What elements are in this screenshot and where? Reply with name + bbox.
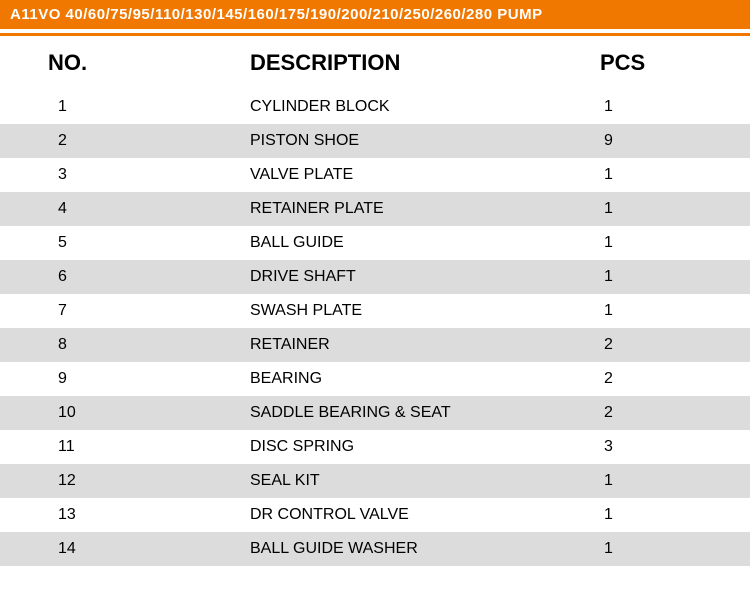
table-header-row: NO. DESCRIPTION PCS: [0, 36, 750, 90]
cell-pcs: 3: [600, 430, 750, 464]
cell-no: 4: [0, 192, 250, 226]
cell-description: BALL GUIDE WASHER: [250, 532, 600, 566]
cell-description: RETAINER: [250, 328, 600, 362]
table-row: 14BALL GUIDE WASHER1: [0, 532, 750, 566]
cell-no: 8: [0, 328, 250, 362]
cell-description: SADDLE BEARING & SEAT: [250, 396, 600, 430]
cell-description: CYLINDER BLOCK: [250, 90, 600, 124]
table-row: 10SADDLE BEARING & SEAT2: [0, 396, 750, 430]
cell-no: 14: [0, 532, 250, 566]
cell-no: 12: [0, 464, 250, 498]
cell-pcs: 1: [600, 294, 750, 328]
cell-no: 13: [0, 498, 250, 532]
title-underline: [0, 33, 750, 36]
cell-pcs: 1: [600, 464, 750, 498]
table-row: 13DR CONTROL VALVE1: [0, 498, 750, 532]
cell-pcs: 9: [600, 124, 750, 158]
cell-description: DRIVE SHAFT: [250, 260, 600, 294]
table-row: 6DRIVE SHAFT1: [0, 260, 750, 294]
cell-description: SWASH PLATE: [250, 294, 600, 328]
cell-no: 6: [0, 260, 250, 294]
cell-no: 1: [0, 90, 250, 124]
cell-pcs: 1: [600, 226, 750, 260]
cell-description: RETAINER PLATE: [250, 192, 600, 226]
cell-pcs: 1: [600, 90, 750, 124]
cell-no: 5: [0, 226, 250, 260]
cell-no: 7: [0, 294, 250, 328]
table-row: 1CYLINDER BLOCK1: [0, 90, 750, 124]
cell-no: 9: [0, 362, 250, 396]
table-row: 12SEAL KIT1: [0, 464, 750, 498]
table-body: 1CYLINDER BLOCK12PISTON SHOE93VALVE PLAT…: [0, 90, 750, 566]
cell-pcs: 2: [600, 328, 750, 362]
table-row: 9BEARING2: [0, 362, 750, 396]
col-header-no: NO.: [0, 36, 250, 90]
table-row: 11DISC SPRING3: [0, 430, 750, 464]
cell-description: SEAL KIT: [250, 464, 600, 498]
cell-pcs: 2: [600, 362, 750, 396]
cell-description: BEARING: [250, 362, 600, 396]
cell-pcs: 1: [600, 260, 750, 294]
cell-no: 3: [0, 158, 250, 192]
parts-table: NO. DESCRIPTION PCS 1CYLINDER BLOCK12PIS…: [0, 36, 750, 566]
cell-pcs: 2: [600, 396, 750, 430]
cell-description: DR CONTROL VALVE: [250, 498, 600, 532]
cell-pcs: 1: [600, 158, 750, 192]
table-row: 5BALL GUIDE1: [0, 226, 750, 260]
cell-no: 11: [0, 430, 250, 464]
cell-pcs: 1: [600, 498, 750, 532]
title-bar: A11VO 40/60/75/95/110/130/145/160/175/19…: [0, 0, 750, 33]
col-header-pcs: PCS: [600, 36, 750, 90]
table-row: 4RETAINER PLATE1: [0, 192, 750, 226]
cell-pcs: 1: [600, 532, 750, 566]
table-row: 7SWASH PLATE1: [0, 294, 750, 328]
cell-pcs: 1: [600, 192, 750, 226]
cell-description: VALVE PLATE: [250, 158, 600, 192]
cell-no: 2: [0, 124, 250, 158]
table-row: 8RETAINER2: [0, 328, 750, 362]
cell-description: PISTON SHOE: [250, 124, 600, 158]
table-row: 2PISTON SHOE9: [0, 124, 750, 158]
cell-description: DISC SPRING: [250, 430, 600, 464]
col-header-description: DESCRIPTION: [250, 36, 600, 90]
cell-description: BALL GUIDE: [250, 226, 600, 260]
cell-no: 10: [0, 396, 250, 430]
table-row: 3VALVE PLATE1: [0, 158, 750, 192]
